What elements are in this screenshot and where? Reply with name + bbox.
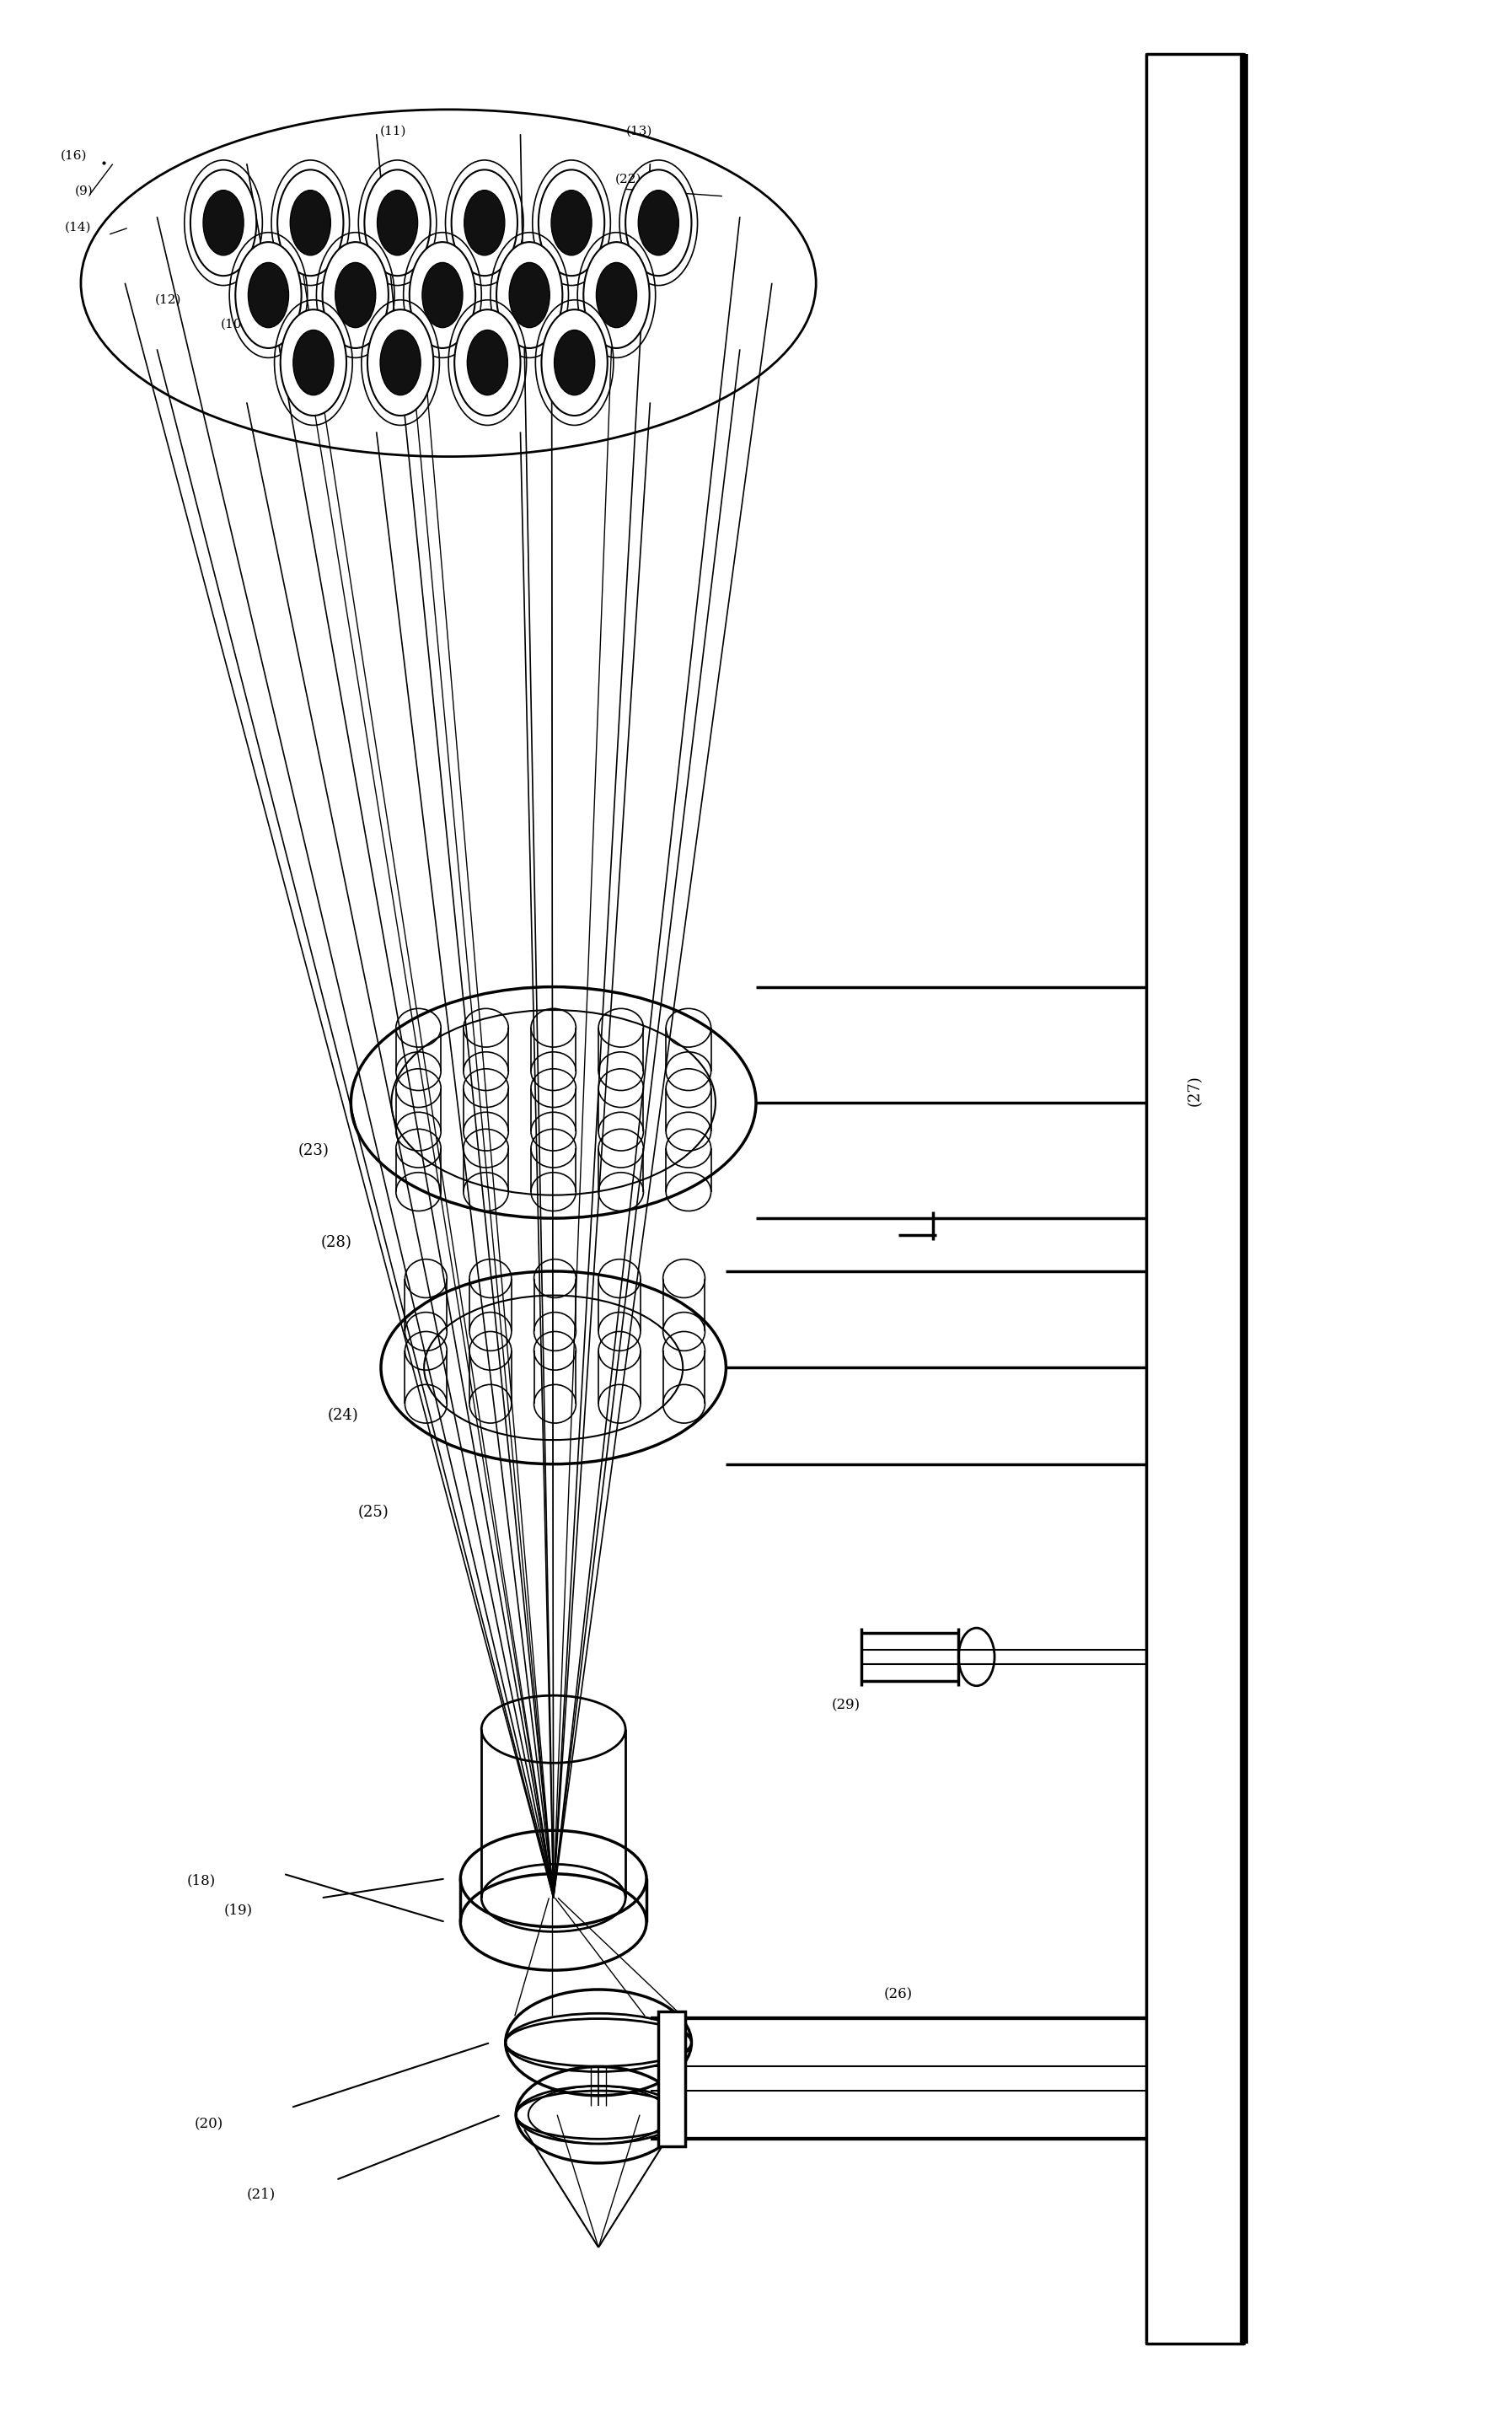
Circle shape [336,262,375,327]
Text: (26): (26) [885,1986,913,2001]
Circle shape [422,262,463,327]
Text: (21): (21) [246,2187,275,2202]
Circle shape [452,170,517,276]
Text: (22): (22) [615,174,641,186]
Text: (16): (16) [60,150,86,162]
Circle shape [367,310,434,417]
Text: (11): (11) [380,126,407,138]
Text: (18): (18) [186,1875,215,1889]
Circle shape [322,242,389,349]
Text: (9): (9) [74,186,94,196]
Text: (28): (28) [321,1235,351,1250]
Circle shape [203,191,243,254]
Circle shape [596,262,637,327]
Text: (15): (15) [575,235,602,245]
Circle shape [584,242,650,349]
Text: (12): (12) [154,293,181,305]
Text: (13): (13) [626,126,652,138]
Circle shape [293,329,334,395]
Circle shape [464,191,505,254]
Text: (25): (25) [358,1504,389,1521]
Circle shape [364,170,431,276]
Circle shape [467,329,508,395]
Circle shape [510,262,550,327]
Text: (20): (20) [194,2117,222,2131]
Bar [659,2010,685,2146]
Circle shape [290,191,331,254]
Circle shape [496,242,562,349]
Text: (27): (27) [1187,1075,1202,1107]
Circle shape [455,310,520,417]
Circle shape [376,191,417,254]
Circle shape [538,170,605,276]
Bar [1146,53,1243,2344]
Circle shape [541,310,608,417]
Text: (10): (10) [221,317,246,329]
Circle shape [410,242,475,349]
Text: (24): (24) [328,1407,358,1424]
Text: (17): (17) [525,264,552,276]
Text: (23): (23) [298,1143,330,1158]
Circle shape [626,170,691,276]
Circle shape [191,170,257,276]
Circle shape [280,310,346,417]
Circle shape [555,329,594,395]
Circle shape [236,242,301,349]
Circle shape [277,170,343,276]
Circle shape [638,191,679,254]
Text: (29): (29) [832,1698,860,1712]
Text: (14): (14) [65,223,91,233]
Text: (19): (19) [224,1904,253,1918]
Circle shape [380,329,420,395]
Circle shape [248,262,289,327]
Circle shape [552,191,591,254]
